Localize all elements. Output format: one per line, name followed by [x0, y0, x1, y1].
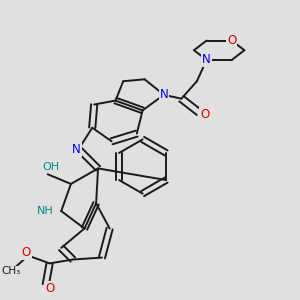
Text: O: O	[200, 108, 209, 121]
Text: CH₃: CH₃	[1, 266, 20, 276]
Text: O: O	[227, 34, 236, 47]
Text: O: O	[45, 282, 54, 295]
Text: NH: NH	[37, 206, 53, 216]
Text: N: N	[160, 88, 168, 101]
Text: N: N	[202, 53, 211, 66]
Text: OH: OH	[42, 163, 59, 172]
Text: O: O	[22, 246, 31, 259]
Text: N: N	[72, 142, 81, 156]
